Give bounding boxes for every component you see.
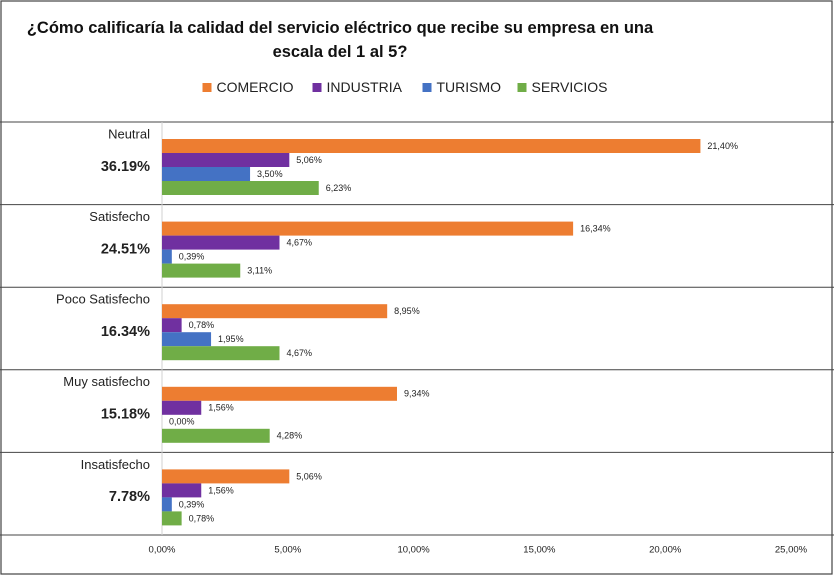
legend-swatch: [422, 83, 432, 92]
value-label: 0,39%: [179, 499, 205, 509]
value-label: 4,28%: [277, 431, 303, 441]
value-label: 4,67%: [286, 348, 312, 358]
x-tick-label: 5,00%: [274, 545, 301, 556]
value-label: 5,06%: [296, 471, 322, 481]
value-label: 0,78%: [189, 513, 215, 523]
value-label: 5,06%: [296, 155, 322, 165]
x-tick-label: 10,00%: [397, 545, 430, 556]
x-tick-label: 25,00%: [775, 545, 808, 556]
bar: [162, 181, 319, 195]
bar: [162, 400, 202, 415]
bar: [162, 318, 182, 333]
category-total: 24.51%: [101, 241, 150, 257]
category-total: 36.19%: [101, 159, 150, 175]
category-total: 16.34%: [101, 324, 150, 340]
bar: [162, 346, 280, 361]
bar: [162, 167, 251, 181]
legend-swatch: [517, 83, 527, 92]
value-label: 16,34%: [580, 223, 611, 233]
value-label: 3,50%: [257, 169, 283, 179]
value-label: 4,67%: [286, 237, 312, 247]
bar: [162, 249, 172, 264]
category-label: Muy satisfecho: [63, 374, 150, 389]
value-label: 1,56%: [208, 485, 234, 495]
x-tick-label: 15,00%: [523, 545, 556, 556]
bar: [162, 332, 212, 347]
legend-label: TURISMO: [437, 79, 502, 95]
bar: [162, 139, 701, 153]
bar: [162, 235, 280, 250]
bar: [162, 386, 397, 401]
legend-swatch: [312, 83, 322, 92]
value-label: 0,39%: [179, 251, 205, 261]
bar: [162, 263, 241, 278]
legend-label: COMERCIO: [217, 79, 294, 95]
bar: [162, 153, 290, 167]
value-label: 1,95%: [218, 334, 244, 344]
bar: [162, 304, 388, 319]
bar: [162, 221, 574, 236]
x-tick-label: 0,00%: [149, 545, 176, 556]
value-label: 3,11%: [247, 265, 272, 275]
x-tick-label: 20,00%: [649, 545, 682, 556]
chart-title: ¿Cómo calificaría la calidad del servici…: [26, 19, 654, 61]
value-label: 1,56%: [208, 403, 234, 413]
value-label: 0,00%: [169, 417, 195, 427]
value-label: 0,78%: [189, 320, 215, 330]
bar: [162, 497, 172, 512]
value-label: 8,95%: [394, 306, 420, 316]
category-label: Satisfecho: [89, 209, 150, 224]
legend-label: INDUSTRIA: [327, 79, 403, 95]
value-label: 9,34%: [404, 389, 430, 399]
legend-swatch: [202, 83, 212, 92]
category-label: Poco Satisfecho: [56, 292, 150, 307]
legend-label: SERVICIOS: [532, 79, 608, 95]
value-label: 21,40%: [707, 141, 738, 151]
category-total: 7.78%: [109, 489, 150, 505]
bar: [162, 511, 182, 526]
bar: [162, 428, 270, 443]
bar: [162, 469, 290, 484]
category-total: 15.18%: [101, 407, 150, 423]
category-label: Neutral: [108, 126, 150, 141]
category-label: Insatisfecho: [81, 457, 150, 472]
value-label: 6,23%: [326, 183, 352, 193]
bar: [162, 483, 202, 498]
